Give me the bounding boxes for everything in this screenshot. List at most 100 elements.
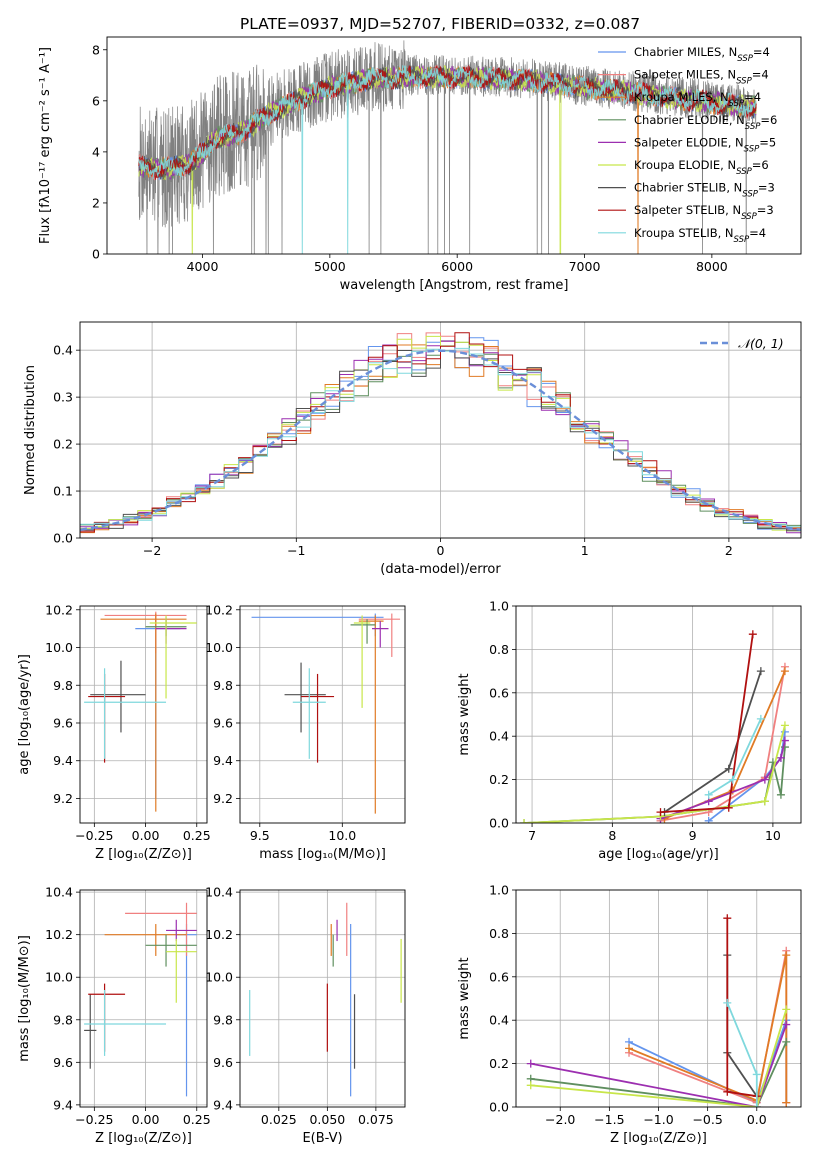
errorbar-point xyxy=(358,615,384,814)
x-tick-label: 0.00 xyxy=(132,828,160,843)
y-tick-label: 6 xyxy=(92,93,100,108)
y-tick-label: 0.4 xyxy=(489,1013,509,1028)
y-tick-label: 1.0 xyxy=(489,883,509,898)
weight-marker xyxy=(782,1020,791,1029)
x-tick-label: 0.075 xyxy=(358,1112,394,1127)
y-tick-label: 10.2 xyxy=(45,602,73,617)
y-tick-label: 9.8 xyxy=(53,678,73,693)
errorbar-point xyxy=(155,617,187,644)
axes-frame xyxy=(239,605,406,824)
y-tick-label: 0.3 xyxy=(53,390,73,405)
errorbar-point xyxy=(372,621,389,648)
plot-area-spectrum xyxy=(138,40,757,254)
x-tick-label: 4000 xyxy=(187,259,219,274)
weight-marker xyxy=(782,1037,791,1046)
y-tick-label: 10.2 xyxy=(45,927,73,942)
x-tick-label: 0.025 xyxy=(261,1112,297,1127)
weight-marker xyxy=(760,775,769,784)
legend-entry: Kroupa STELIB, NSSP=4 xyxy=(634,226,766,245)
y-axis-label: Normed distribution xyxy=(23,365,38,495)
plot-area-age-vs-Z xyxy=(84,611,197,812)
x-tick-label: 8000 xyxy=(696,259,728,274)
y-tick-label: 10.0 xyxy=(45,970,73,985)
axes-mass-vs-ebv: 0.025 0.050 0.075 9.4 9.6 9.8 10.0 10.2 10.4 E(B-… xyxy=(205,885,406,1146)
axes-residuals: −2 −1 0 1 2 0.0 0.1 0.2 0.3 0.4 (data-model)/error… xyxy=(23,321,802,577)
grid-mass-vs-Z xyxy=(80,890,207,1107)
x-tick-label: 8 xyxy=(608,828,616,843)
y-tick-label: 10.2 xyxy=(205,927,233,942)
y-tick-label: 9.6 xyxy=(53,1055,73,1070)
y-tick-label: 10.4 xyxy=(205,885,233,900)
y-tick-label: 10.0 xyxy=(45,640,73,655)
y-tick-label: 10.0 xyxy=(205,640,233,655)
x-tick-label: −2 xyxy=(143,543,161,558)
errorbar-point xyxy=(84,668,167,759)
weight-marker xyxy=(748,630,757,639)
plot-area-age-vs-mass xyxy=(251,613,401,814)
weight-marker xyxy=(756,667,765,676)
errorbar-point xyxy=(166,919,197,942)
y-axis-label: age [log₁₀(age/yr)] xyxy=(17,654,32,775)
x-axis-label: E(B-V) xyxy=(302,1131,342,1146)
weight-line-salpeter-miles xyxy=(660,666,786,822)
x-tick-label: 2 xyxy=(725,543,733,558)
axes-spectrum: 4000 5000 6000 7000 8000 0 2 4 6 8 wavelength [Ang… xyxy=(38,36,802,293)
weight-marker xyxy=(728,775,737,784)
y-tick-label: 9.2 xyxy=(213,791,233,806)
y-tick-label: 0.4 xyxy=(53,343,73,358)
x-tick-label: −0.25 xyxy=(75,1112,113,1127)
y-tick-label: 9.2 xyxy=(53,791,73,806)
axes-massweight-vs-Z: −2.0 −1.5 −1.0 −0.5 0.0 0.0 0.2 0.4 0.6 0.8 1.0 Z [… xyxy=(457,883,802,1146)
errorbar-point xyxy=(88,673,126,763)
y-tick-label: 9.6 xyxy=(213,715,233,730)
x-tick-label: 0.0 xyxy=(747,1112,767,1127)
residual-histogram-kroupa-stelib xyxy=(80,347,801,538)
weight-marker xyxy=(760,797,769,806)
x-axis-label: Z [log₁₀(Z/Z⊙)] xyxy=(610,1131,707,1146)
legend-entry: Kroupa MILES, NSSP=4 xyxy=(634,90,761,109)
x-tick-label: 10.0 xyxy=(328,828,356,843)
errorbar-point xyxy=(135,615,181,799)
errorbar-point xyxy=(353,615,371,708)
axes-frame xyxy=(79,321,802,539)
x-tick-label: 6000 xyxy=(441,259,473,274)
weight-marker xyxy=(752,1103,761,1107)
y-tick-label: 10.0 xyxy=(205,970,233,985)
weight-marker xyxy=(723,914,732,923)
y-tick-label: 9.4 xyxy=(53,753,73,768)
x-tick-label: 0.00 xyxy=(132,1112,160,1127)
weight-marker xyxy=(723,998,732,1007)
errorbar-point xyxy=(100,613,187,812)
legend-entry: Salpeter STELIB, NSSP=3 xyxy=(634,203,774,222)
y-tick-label: 0.2 xyxy=(489,1056,509,1071)
weight-line-kroupa-elodie xyxy=(530,1009,788,1107)
x-tick-label: 7 xyxy=(528,828,536,843)
weight-line-salpeter-stelib xyxy=(726,918,757,1098)
errorbar-point xyxy=(358,613,401,657)
errorbar-point xyxy=(149,615,197,699)
grid-mass-vs-ebv xyxy=(240,890,405,1107)
model-spectrum-kroupa-stelib xyxy=(138,65,757,254)
weight-marker xyxy=(526,1081,535,1090)
weight-marker xyxy=(780,736,789,745)
axes-frame xyxy=(515,889,802,1108)
weight-marker xyxy=(780,667,789,676)
x-tick-label: 10 xyxy=(765,828,781,843)
axes-frame xyxy=(239,889,406,1108)
weight-line-salpeter-elodie xyxy=(530,1024,788,1107)
y-tick-label: 0.2 xyxy=(53,437,73,452)
weight-marker xyxy=(782,1005,791,1014)
errorbar-point xyxy=(166,938,197,1003)
y-tick-label: 0.6 xyxy=(489,685,509,700)
errorbar-point xyxy=(145,934,197,967)
x-axis-label: age [log₁₀(age/yr)] xyxy=(598,847,719,862)
x-tick-label: 1 xyxy=(581,543,589,558)
weight-line-kroupa-miles xyxy=(628,954,788,1103)
spectrum-legend: Chabrier MILES, NSSP=4 Salpeter MILES, NS… xyxy=(598,45,777,245)
weight-marker xyxy=(782,1098,791,1107)
y-tick-label: 9.8 xyxy=(213,1012,233,1027)
grid-age-vs-mass xyxy=(240,606,405,823)
x-tick-label: −2.0 xyxy=(545,1112,575,1127)
weight-marker xyxy=(724,764,733,773)
y-tick-label: 10.4 xyxy=(45,885,73,900)
